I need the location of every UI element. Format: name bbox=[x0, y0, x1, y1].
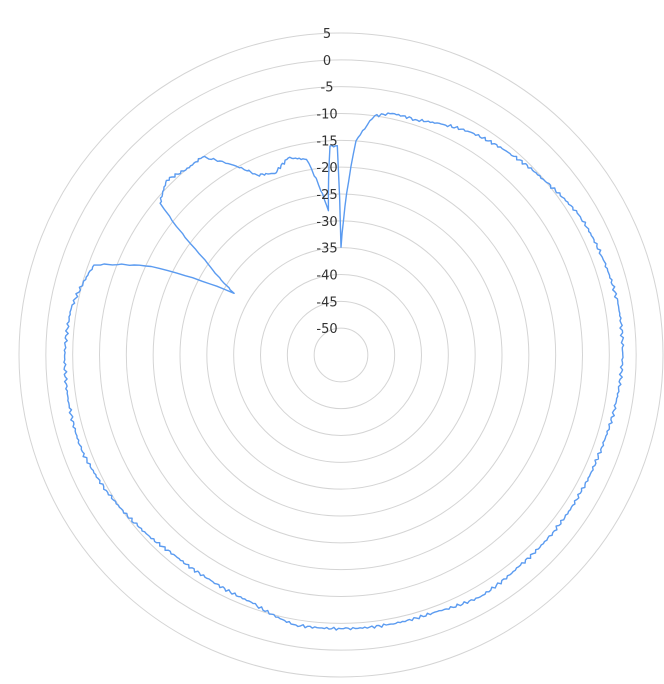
grid-ring bbox=[18, 32, 664, 678]
radial-tick-label: -25 bbox=[316, 188, 337, 203]
grid-ring bbox=[99, 113, 583, 597]
radial-tick-label: -40 bbox=[316, 269, 337, 284]
grid-ring bbox=[206, 220, 476, 490]
grid-ring bbox=[286, 300, 396, 410]
grid-ring bbox=[260, 274, 422, 436]
grid-ring bbox=[45, 59, 637, 651]
grid-ring bbox=[313, 327, 369, 383]
radial-tick-label: -10 bbox=[316, 108, 337, 123]
radial-tick-label: -5 bbox=[321, 81, 334, 96]
radial-tick-label: -35 bbox=[316, 242, 337, 257]
series-layer bbox=[63, 112, 625, 631]
polar-grid bbox=[18, 32, 664, 678]
grid-ring bbox=[152, 166, 530, 544]
radial-tick-label: -50 bbox=[316, 322, 337, 337]
series-line bbox=[63, 112, 625, 631]
radial-tick-label: -20 bbox=[316, 161, 337, 176]
radial-tick-label: -30 bbox=[316, 215, 337, 230]
grid-ring bbox=[179, 193, 503, 517]
radial-tick-label: 5 bbox=[323, 27, 331, 42]
grid-ring bbox=[233, 247, 449, 463]
grid-ring bbox=[72, 86, 610, 624]
radial-tick-label: -45 bbox=[316, 295, 337, 310]
radial-tick-labels: 5 0 -5 -10 -15 -20 -25 -30 -35 -40 -45 -50 bbox=[316, 27, 337, 337]
grid-ring bbox=[125, 139, 557, 571]
radial-tick-label: -15 bbox=[316, 134, 337, 149]
radial-tick-label: 0 bbox=[323, 54, 331, 69]
